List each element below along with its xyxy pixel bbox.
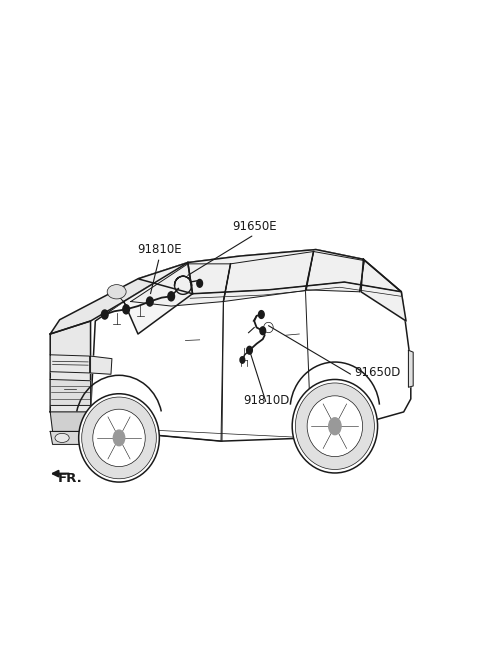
Polygon shape (131, 264, 230, 306)
Polygon shape (50, 412, 91, 432)
Text: FR.: FR. (57, 472, 82, 485)
Polygon shape (223, 252, 313, 301)
Text: 91650D: 91650D (354, 366, 400, 379)
Ellipse shape (79, 394, 159, 482)
Polygon shape (91, 356, 112, 374)
Circle shape (259, 310, 264, 318)
Polygon shape (50, 432, 86, 444)
Polygon shape (124, 263, 192, 334)
Ellipse shape (295, 383, 374, 470)
Ellipse shape (292, 379, 378, 473)
Ellipse shape (55, 434, 69, 442)
Text: 91650E: 91650E (232, 220, 276, 233)
Circle shape (123, 305, 130, 314)
Polygon shape (50, 321, 91, 412)
Circle shape (197, 280, 203, 288)
Ellipse shape (82, 397, 156, 479)
Polygon shape (91, 250, 411, 441)
Circle shape (101, 310, 108, 319)
Polygon shape (361, 259, 406, 321)
Text: 91810D: 91810D (243, 394, 289, 407)
Ellipse shape (93, 409, 145, 466)
Polygon shape (408, 350, 413, 387)
Circle shape (113, 430, 125, 445)
Circle shape (146, 297, 153, 306)
Polygon shape (306, 252, 364, 291)
Circle shape (168, 291, 175, 301)
Polygon shape (50, 379, 91, 405)
Circle shape (247, 346, 252, 354)
Polygon shape (50, 263, 188, 334)
Polygon shape (138, 250, 401, 293)
Ellipse shape (307, 396, 363, 457)
Circle shape (329, 418, 341, 435)
Circle shape (260, 327, 265, 335)
Ellipse shape (107, 285, 126, 299)
Polygon shape (50, 355, 90, 373)
Circle shape (240, 357, 245, 364)
Text: 91810E: 91810E (137, 243, 181, 256)
